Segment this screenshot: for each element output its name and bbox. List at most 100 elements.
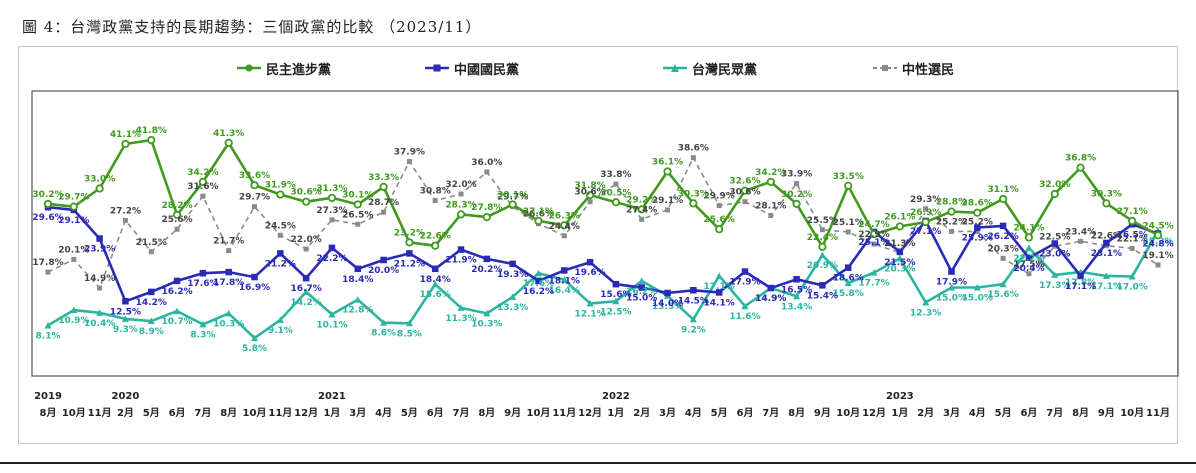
point-kmt [793, 276, 800, 283]
point-dpp [999, 194, 1008, 204]
x-tick-month: 1月 [323, 407, 340, 419]
point-dpp [327, 193, 337, 202]
data-label-dpp: 33.5% [833, 172, 864, 182]
data-label-dpp: 30.1% [342, 190, 373, 200]
data-label-neutral: 25.6% [161, 215, 192, 225]
data-label-neutral: 27.2% [110, 206, 141, 216]
data-label-neutral: 27.4% [626, 205, 657, 215]
x-tick-month: 11月 [88, 407, 112, 419]
point-dpp [353, 200, 362, 209]
point-tpp [44, 321, 52, 329]
data-label-kmt: 26.5% [1117, 230, 1148, 240]
point-kmt [561, 267, 568, 274]
x-tick-year: 2019 [34, 391, 62, 402]
data-label-kmt: 17.6% [187, 279, 218, 289]
data-label-neutral: 29.3% [910, 195, 941, 205]
data-label-neutral: 21.5% [136, 238, 167, 248]
data-label-kmt: 16.2% [523, 287, 554, 297]
point-tpp [947, 284, 955, 291]
point-kmt [1077, 272, 1084, 280]
x-tick-month: 7月 [194, 407, 211, 419]
point-tpp [1051, 271, 1059, 278]
data-label-kmt: 16.2% [161, 287, 192, 297]
series-line-dpp [47, 138, 1159, 249]
point-neutral [174, 226, 180, 232]
point-kmt [586, 258, 594, 266]
data-label-kmt: 19.3% [497, 270, 528, 280]
point-neutral [71, 256, 77, 262]
data-label-kmt: 20.2% [471, 265, 502, 275]
point-tpp [741, 302, 749, 310]
data-label-tpp: 15.0% [936, 294, 967, 304]
x-tick-month: 9月 [504, 407, 521, 419]
point-tpp [896, 254, 904, 262]
data-label-kmt: 18.4% [420, 275, 451, 285]
point-kmt [431, 265, 439, 273]
point-neutral [923, 206, 929, 212]
series-line-neutral [47, 156, 1159, 289]
point-tpp [509, 293, 517, 300]
data-label-tpp: 12.1% [574, 309, 605, 319]
data-label-neutral: 21.7% [213, 237, 244, 247]
point-dpp [1128, 216, 1137, 226]
data-label-layer: 17.8% 20.1% 14.9% 27.2% 21.5% 25.6% 31.6% 21.7%… [32, 126, 1173, 354]
data-label-tpp: 25.3% [1142, 237, 1173, 247]
x-tick-month: 10月 [62, 407, 86, 419]
point-dpp [740, 186, 750, 195]
legend-label-kmt: 中國國民黨 [454, 62, 520, 78]
data-label-neutral: 25.5% [807, 216, 838, 226]
x-axis: 8月 10月 11月 2月 5月 6月 7月 8月 10月 11月 12月 1月 3月 4月 5月 6月 7月 8… [34, 391, 1170, 419]
point-neutral [1000, 255, 1006, 261]
point-kmt [612, 280, 620, 288]
bottom-rule [0, 462, 1196, 464]
point-neutral [303, 246, 309, 252]
data-label-dpp: 26.3% [549, 211, 580, 221]
point-dpp [663, 167, 672, 176]
data-label-neutral: 26.6% [523, 210, 554, 220]
data-label-tpp: 22.2% [1013, 254, 1044, 264]
data-label-tpp: 15.0% [962, 294, 993, 304]
x-tick-month: 8月 [788, 407, 805, 419]
point-tpp [1025, 244, 1033, 251]
data-label-dpp: 31.9% [265, 181, 296, 191]
data-label-tpp: 15.6% [420, 290, 451, 300]
point-tpp [302, 288, 310, 295]
point-kmt [483, 255, 491, 263]
data-label-kmt: 16.7% [291, 284, 322, 294]
data-label-dpp: 28.6% [962, 199, 993, 209]
data-label-tpp: 17.1% [1091, 282, 1122, 292]
point-dpp [276, 190, 285, 199]
x-tick-year: 2020 [112, 391, 140, 402]
x-tick-year: 2023 [886, 391, 914, 402]
data-label-neutral: 30.6% [574, 188, 605, 198]
data-label-kmt: 14.1% [704, 298, 735, 308]
data-label-tpp: 8.1% [36, 331, 61, 341]
figure-title: 圖 4：台灣政黨支持的長期趨勢：三個政黨的比較 （2023/11） [22, 18, 482, 36]
point-dpp [818, 242, 827, 251]
point-kmt [535, 277, 542, 285]
x-tick-month: 6月 [1020, 407, 1037, 419]
data-label-tpp: 17.6% [523, 279, 554, 289]
data-label-tpp: 15.6% [987, 290, 1018, 300]
x-tick-month: 10月 [1120, 407, 1144, 419]
x-tick-month: 9月 [1098, 407, 1115, 419]
data-label-tpp: 10.9% [58, 316, 89, 326]
point-dpp [224, 138, 233, 147]
point-dpp [379, 182, 388, 191]
data-label-dpp: 30.3% [678, 189, 709, 199]
legend-item-dpp: 民主進步黨 [236, 58, 331, 78]
point-kmt [715, 289, 723, 296]
point-neutral [716, 203, 722, 209]
data-label-dpp: 26.1% [884, 212, 915, 222]
point-dpp [69, 202, 78, 211]
series-line-tpp [47, 230, 1160, 340]
point-dpp [585, 191, 595, 200]
data-label-kmt: 14.0% [652, 299, 683, 309]
x-tick-month: 6月 [427, 407, 444, 419]
x-tick-month: 10月 [527, 407, 551, 419]
data-label-neutral: 32.0% [445, 180, 476, 190]
x-tick-month: 8月 [478, 407, 495, 419]
data-label-kmt: 22.2% [316, 254, 347, 264]
data-label-neutral: 22.6% [1091, 232, 1122, 242]
data-label-neutral: 24.5% [265, 221, 296, 231]
